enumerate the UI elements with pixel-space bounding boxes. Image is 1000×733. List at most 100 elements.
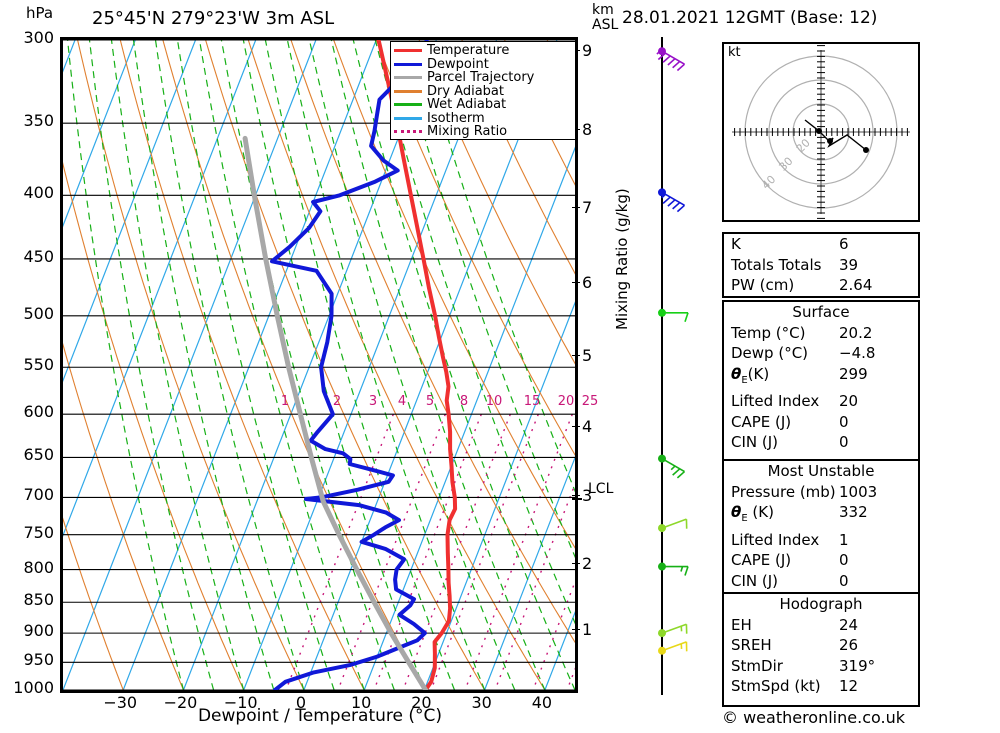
stat-row: θE (K) 332 [724,502,918,530]
stat-row: Totals Totals 39 [724,255,918,276]
wind-barb [658,623,688,638]
copyright-notice: © weatheronline.co.uk [722,708,905,727]
wind-barb-column [656,37,689,695]
temperature-tick: 20 [411,693,432,712]
stat-row: CAPE (J) 0 [724,550,918,571]
stat-row: StmSpd (kt) 12 [724,676,918,697]
stat-key: Temp (°C) [731,323,806,342]
wind-barb [658,562,689,576]
mixing-ratio-tick: 3 [368,394,378,409]
mixing-ratio-tick: 4 [397,394,407,409]
mixing-ratio-tick: 20 [557,394,575,409]
height-tick-mark [572,425,580,427]
panel-indices: K 6 Totals Totals 39 PW (cm) 2.64 [722,232,920,298]
stat-value: 1003 [839,482,878,501]
wind-barb [658,454,686,479]
temperature-tick: −10 [223,693,258,712]
stat-row: Pressure (mb) 1003 [724,482,918,503]
panel-surface: Surface Temp (°C) 20.2 Dewp (°C) −4.8 θE(K) 29… [722,300,920,466]
height-tick: 1 [582,620,593,640]
stat-row: Temp (°C) 20.2 [724,323,918,344]
stat-value: 0 [839,571,849,590]
panel-title: Surface [792,303,850,321]
pressure-tick: 300 [23,28,54,47]
legend-label: Wet Adiabat [427,97,507,113]
temperature-tick: 30 [471,693,492,712]
stat-value: 319° [839,656,876,675]
location-title: 25°45'N 279°23'W 3m ASL [92,8,335,29]
stat-value: 24 [839,615,859,634]
stat-key: PW (cm) [731,276,795,294]
panel-title: Most Unstable [767,462,875,480]
height-axis-unit-asl: ASL [592,17,619,33]
height-tick-mark [572,354,580,356]
hodograph-unit-label: kt [728,45,741,60]
stat-value: 6 [839,235,849,253]
pressure-tick: 800 [23,557,54,577]
mixing-ratio-axis-title: Mixing Ratio (g/kg) [613,188,631,330]
height-tick: 9 [582,41,593,61]
panel-hodograph-stats: Hodograph EH 24 SREH 26 StmDir 319° StmSpd (kt)… [722,592,920,707]
stat-key: CAPE (J) [731,551,792,569]
stat-key: CIN (J) [731,571,779,590]
stat-key: θE(K) [731,364,770,386]
stat-key: CAPE (J) [731,412,792,431]
temperature-tick: 10 [350,693,372,712]
datetime-title: 28.01.2021 12GMT (Base: 12) [622,8,878,28]
stat-key: K [731,235,741,253]
legend-label: Mixing Ratio [427,124,508,140]
skewt-plot [60,37,578,693]
stat-key: StmDir [731,656,783,675]
lcl-label: LCL [588,481,614,497]
stat-row: CIN (J) 0 [724,571,918,592]
height-tick-mark [572,206,580,208]
stat-value: 12 [839,677,859,695]
legend-item: Mixing Ratio [394,125,572,139]
height-tick: 8 [582,120,593,140]
stat-key: Totals Totals [731,255,822,274]
temperature-tick: −20 [163,693,198,712]
pressure-tick: 950 [23,650,54,670]
pressure-tick: 350 [23,111,54,131]
legend-label: Dry Adiabat [427,83,504,99]
wind-barb [658,308,689,323]
legend-swatch [394,103,422,107]
legend-label: Temperature [427,43,510,59]
wind-barb [658,188,686,213]
temperature-tick: 0 [295,693,307,712]
pressure-tick: 450 [23,246,54,266]
mixing-ratio-tick: 5 [425,394,435,409]
height-tick: 3 [582,486,593,506]
height-tick-mark [572,629,580,631]
stat-row: Lifted Index 1 [724,530,918,551]
mixing-ratio-tick: 1 [280,394,290,409]
hodograph-ring-label: 20 [794,136,813,155]
stat-row: SREH 26 [724,635,918,656]
height-tick-mark [572,495,580,497]
height-tick-mark [572,281,580,283]
panel-title: Hodograph [779,595,863,613]
legend-label: Parcel Trajectory [427,70,535,86]
stat-key: SREH [731,636,772,654]
legend-label: Isotherm [427,110,485,126]
stat-value: 39 [839,255,859,274]
stat-value: 2.64 [839,276,873,294]
height-tick: 2 [582,554,593,574]
stat-row: θE(K) 299 [724,364,918,392]
stat-row: PW (cm) 2.64 [724,275,918,296]
legend: Temperature Dewpoint Parcel Trajectory Dry … [390,41,576,140]
stat-row: EH 24 [724,615,918,636]
pressure-tick: 400 [23,183,54,203]
pressure-tick: 600 [23,402,54,422]
legend-item: Dewpoint [394,58,572,72]
legend-item: Temperature [394,44,572,58]
height-tick: 6 [582,272,593,292]
legend-item: Parcel Trajectory [394,71,572,85]
stat-value: 26 [839,636,859,654]
height-tick-mark [572,50,580,52]
hodograph-ring-label: 40 [759,173,778,192]
legend-item: Wet Adiabat [394,98,572,112]
temperature-tick: −30 [103,693,138,712]
